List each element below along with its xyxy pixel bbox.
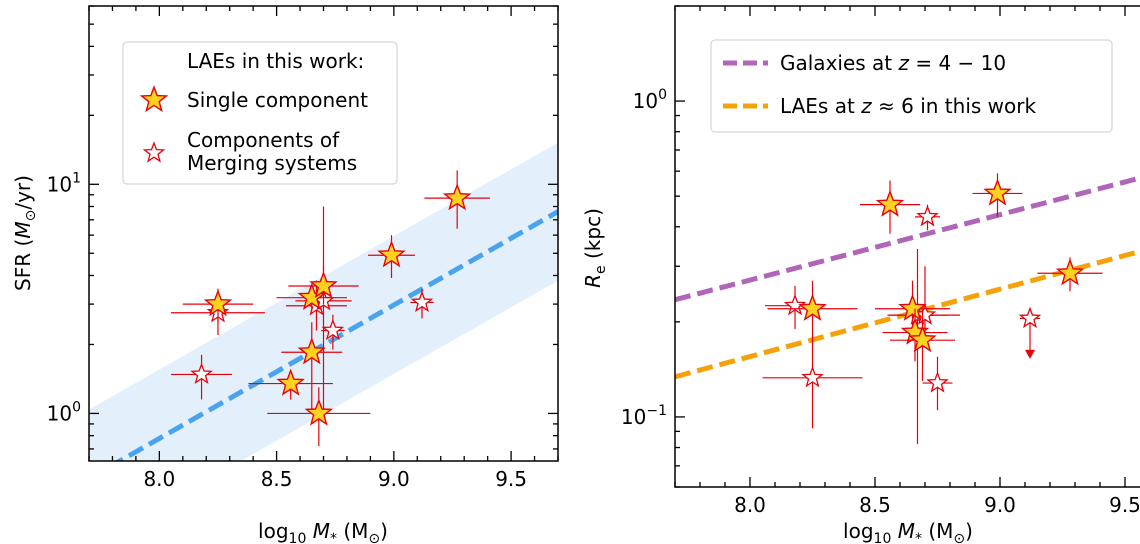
x-tick-label: 9.0 bbox=[378, 467, 410, 491]
x-tick-label: 8.0 bbox=[734, 493, 766, 517]
single-component-star bbox=[304, 398, 334, 426]
right-x-axis-label: log10 M* (M⊙) bbox=[843, 519, 973, 544]
right-panel: 8.0 8.5 9.0 9.5 10−1 100 Galaxies at z = 4 − … bbox=[581, 5, 1140, 544]
right-axis-ticks: 8.0 8.5 9.0 9.5 10−1 100 bbox=[621, 5, 1140, 517]
legend-title: LAEs in this work: bbox=[187, 49, 364, 73]
legend-galaxies-label: Galaxies at z = 4 − 10 bbox=[780, 51, 1006, 75]
legend-single-component: Single component bbox=[187, 88, 368, 112]
right-legend-box bbox=[710, 39, 1113, 133]
legend-open-star-icon bbox=[142, 141, 166, 163]
galaxies-z4-10-relation-line bbox=[675, 175, 1140, 303]
upper-limit-arrow-icon bbox=[1025, 349, 1035, 359]
x-tick-label: 9.5 bbox=[1109, 493, 1140, 517]
merging-component-star bbox=[916, 204, 939, 227]
merging-component-star bbox=[801, 365, 824, 388]
legend-merging-line2: Merging systems bbox=[187, 151, 357, 175]
single-component-star bbox=[798, 293, 827, 321]
merging-component-star bbox=[321, 318, 345, 341]
merging-component-star bbox=[926, 371, 949, 393]
x-tick-label: 8.5 bbox=[859, 493, 891, 517]
left-axis-ticks: 8.0 8.5 9.0 9.5 100 101 bbox=[47, 5, 559, 491]
left-data-points bbox=[171, 170, 490, 447]
right-y-axis-label: Re (kpc) bbox=[581, 208, 609, 288]
left-panel: 8.0 8.5 9.0 9.5 100 101 LAEs in this work: Si… bbox=[11, 5, 559, 544]
single-component-star bbox=[442, 183, 472, 211]
single-component-star bbox=[908, 325, 937, 353]
single-component-star bbox=[203, 289, 233, 317]
single-component-star bbox=[377, 240, 406, 268]
merging-component-star bbox=[1018, 306, 1042, 329]
merging-component-star bbox=[410, 290, 434, 313]
left-legend: LAEs in this work: Single component Comp… bbox=[122, 41, 398, 185]
y-tick-label: 10−1 bbox=[621, 403, 667, 429]
y-tick-label: 100 bbox=[633, 87, 667, 113]
right-data-points bbox=[762, 173, 1103, 445]
single-component-star bbox=[276, 368, 305, 396]
x-tick-label: 8.5 bbox=[261, 467, 293, 491]
x-tick-label: 9.5 bbox=[495, 467, 527, 491]
right-legend: Galaxies at z = 4 − 10 LAEs at z ≈ 6 in … bbox=[710, 39, 1113, 133]
single-component-star bbox=[983, 178, 1012, 206]
y-tick-label: 100 bbox=[47, 399, 81, 425]
single-component-star bbox=[875, 189, 905, 217]
legend-open-star bbox=[142, 141, 166, 163]
merging-component-star bbox=[190, 362, 213, 385]
legend-merging-line1: Components of bbox=[187, 128, 340, 152]
left-x-axis-label: log10 M* (M⊙) bbox=[258, 519, 388, 544]
legend-filled-star bbox=[139, 85, 169, 113]
best-fit-relation-line bbox=[114, 209, 558, 461]
single-component-star bbox=[309, 270, 338, 299]
single-component-star bbox=[1055, 258, 1085, 286]
x-tick-label: 9.0 bbox=[984, 493, 1016, 517]
legend-filled-star-icon bbox=[139, 85, 169, 113]
legend-laes-label: LAEs at z ≈ 6 in this work bbox=[780, 94, 1036, 118]
x-tick-label: 8.0 bbox=[143, 467, 175, 491]
left-y-axis-label: SFR (M⊙/yr) bbox=[11, 175, 39, 291]
single-component-star bbox=[898, 293, 927, 321]
merging-component-star bbox=[783, 293, 807, 316]
left-legend-box bbox=[122, 41, 398, 185]
single-component-star bbox=[297, 337, 327, 365]
y-tick-label: 101 bbox=[47, 170, 81, 196]
